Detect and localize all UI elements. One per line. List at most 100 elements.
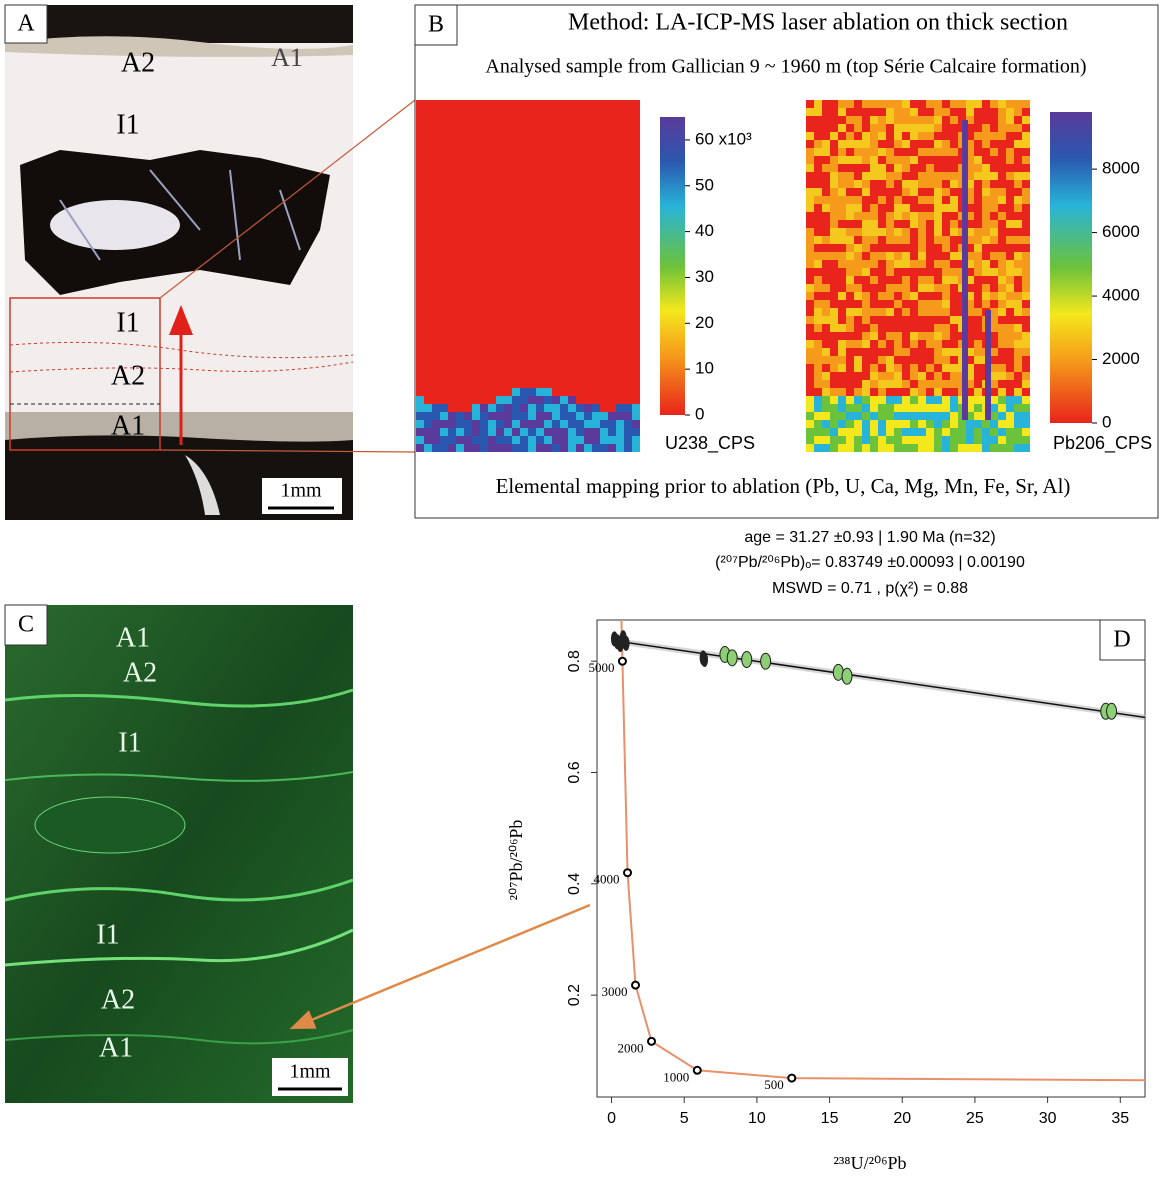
map-cell (926, 308, 934, 316)
map-cell (552, 436, 560, 444)
map-cell (918, 308, 926, 316)
map-cell (838, 404, 846, 412)
map-cell (950, 236, 958, 244)
map-cell (982, 188, 990, 196)
map-cell (424, 420, 432, 428)
map-cell (918, 444, 926, 452)
map-cell (440, 404, 448, 412)
map-cell (1014, 148, 1022, 156)
map-cell (838, 292, 846, 300)
map-cell (982, 100, 990, 108)
map-cell (456, 420, 464, 428)
map-cell (838, 228, 846, 236)
map-cell (870, 140, 878, 148)
map-cell (998, 164, 1006, 172)
map-cell (1014, 188, 1022, 196)
map-cell (862, 148, 870, 156)
map-cell (966, 364, 974, 372)
map-cell (846, 428, 854, 436)
map-cell (950, 100, 958, 108)
map-cell (910, 116, 918, 124)
map-cell (990, 196, 998, 204)
map-cell (1022, 244, 1030, 252)
map-cell (814, 412, 822, 420)
map-cell (830, 292, 838, 300)
map-cell (998, 252, 1006, 260)
map-cell (822, 348, 830, 356)
map-cell (854, 204, 862, 212)
map-cell (934, 404, 942, 412)
map-cell (918, 244, 926, 252)
map-cell (830, 268, 838, 276)
map-cell (926, 156, 934, 164)
map-cell (950, 284, 958, 292)
map-cell (568, 404, 576, 412)
map-cell (1022, 164, 1030, 172)
map-cell (472, 420, 480, 428)
sample-subtitle: Analysed sample from Gallician 9 ~ 1960 … (485, 56, 1086, 78)
map-cell (838, 316, 846, 324)
age-marker (647, 1036, 657, 1046)
map-cell (934, 180, 942, 188)
map-cell (870, 412, 878, 420)
panel-a: A A2 A1 I1 I1 A2 A1 1mm (4, 4, 354, 520)
map-cell (894, 340, 902, 348)
map-cell (918, 252, 926, 260)
map-cell (822, 308, 830, 316)
map-cell (838, 260, 846, 268)
map-cell (950, 276, 958, 284)
map-cell (926, 260, 934, 268)
map-cell (822, 396, 830, 404)
map-cell (440, 444, 448, 452)
map-cell (998, 196, 1006, 204)
map-cell (1014, 340, 1022, 348)
map-cell (966, 420, 974, 428)
map-cell (464, 428, 472, 436)
map-cell (528, 388, 536, 396)
data-point (741, 651, 753, 669)
map-cell (966, 252, 974, 260)
map-cell (902, 324, 910, 332)
map-cell (862, 220, 870, 228)
map-cell (624, 412, 632, 420)
map-cell (846, 244, 854, 252)
map-cell (886, 164, 894, 172)
data-point (701, 652, 709, 668)
map-cell (846, 292, 854, 300)
map-cell (974, 396, 982, 404)
map-cell (870, 236, 878, 244)
map-cell (838, 428, 846, 436)
map-cell (416, 396, 424, 404)
map-cell (806, 300, 814, 308)
map-cell (1006, 236, 1014, 244)
map-cell (1014, 100, 1022, 108)
map-cell (878, 140, 886, 148)
map-cell (990, 132, 998, 140)
map-cell (894, 140, 902, 148)
map-cell (814, 308, 822, 316)
map-cell (934, 100, 942, 108)
zone-label: I1 (116, 307, 139, 338)
map-cell (862, 236, 870, 244)
map-cell (1022, 220, 1030, 228)
map-cell (806, 116, 814, 124)
map-cell (878, 156, 886, 164)
map-cell (1014, 308, 1022, 316)
map-cell (846, 300, 854, 308)
map-cell (982, 156, 990, 164)
map-cell (950, 372, 958, 380)
map-cell (998, 332, 1006, 340)
map-cell (926, 284, 934, 292)
map-cell (998, 348, 1006, 356)
map-cell (894, 188, 902, 196)
map-cell (846, 212, 854, 220)
map-cell (966, 348, 974, 356)
map-cell (1022, 156, 1030, 164)
map-cell (552, 404, 560, 412)
map-cell (862, 436, 870, 444)
colorbar-tick-label: 0 (1102, 412, 1111, 431)
map-cell (870, 100, 878, 108)
map-cell (934, 268, 942, 276)
panel-b: B Method: LA-ICP-MS laser ablation on th… (414, 4, 1159, 519)
map-cell (862, 260, 870, 268)
